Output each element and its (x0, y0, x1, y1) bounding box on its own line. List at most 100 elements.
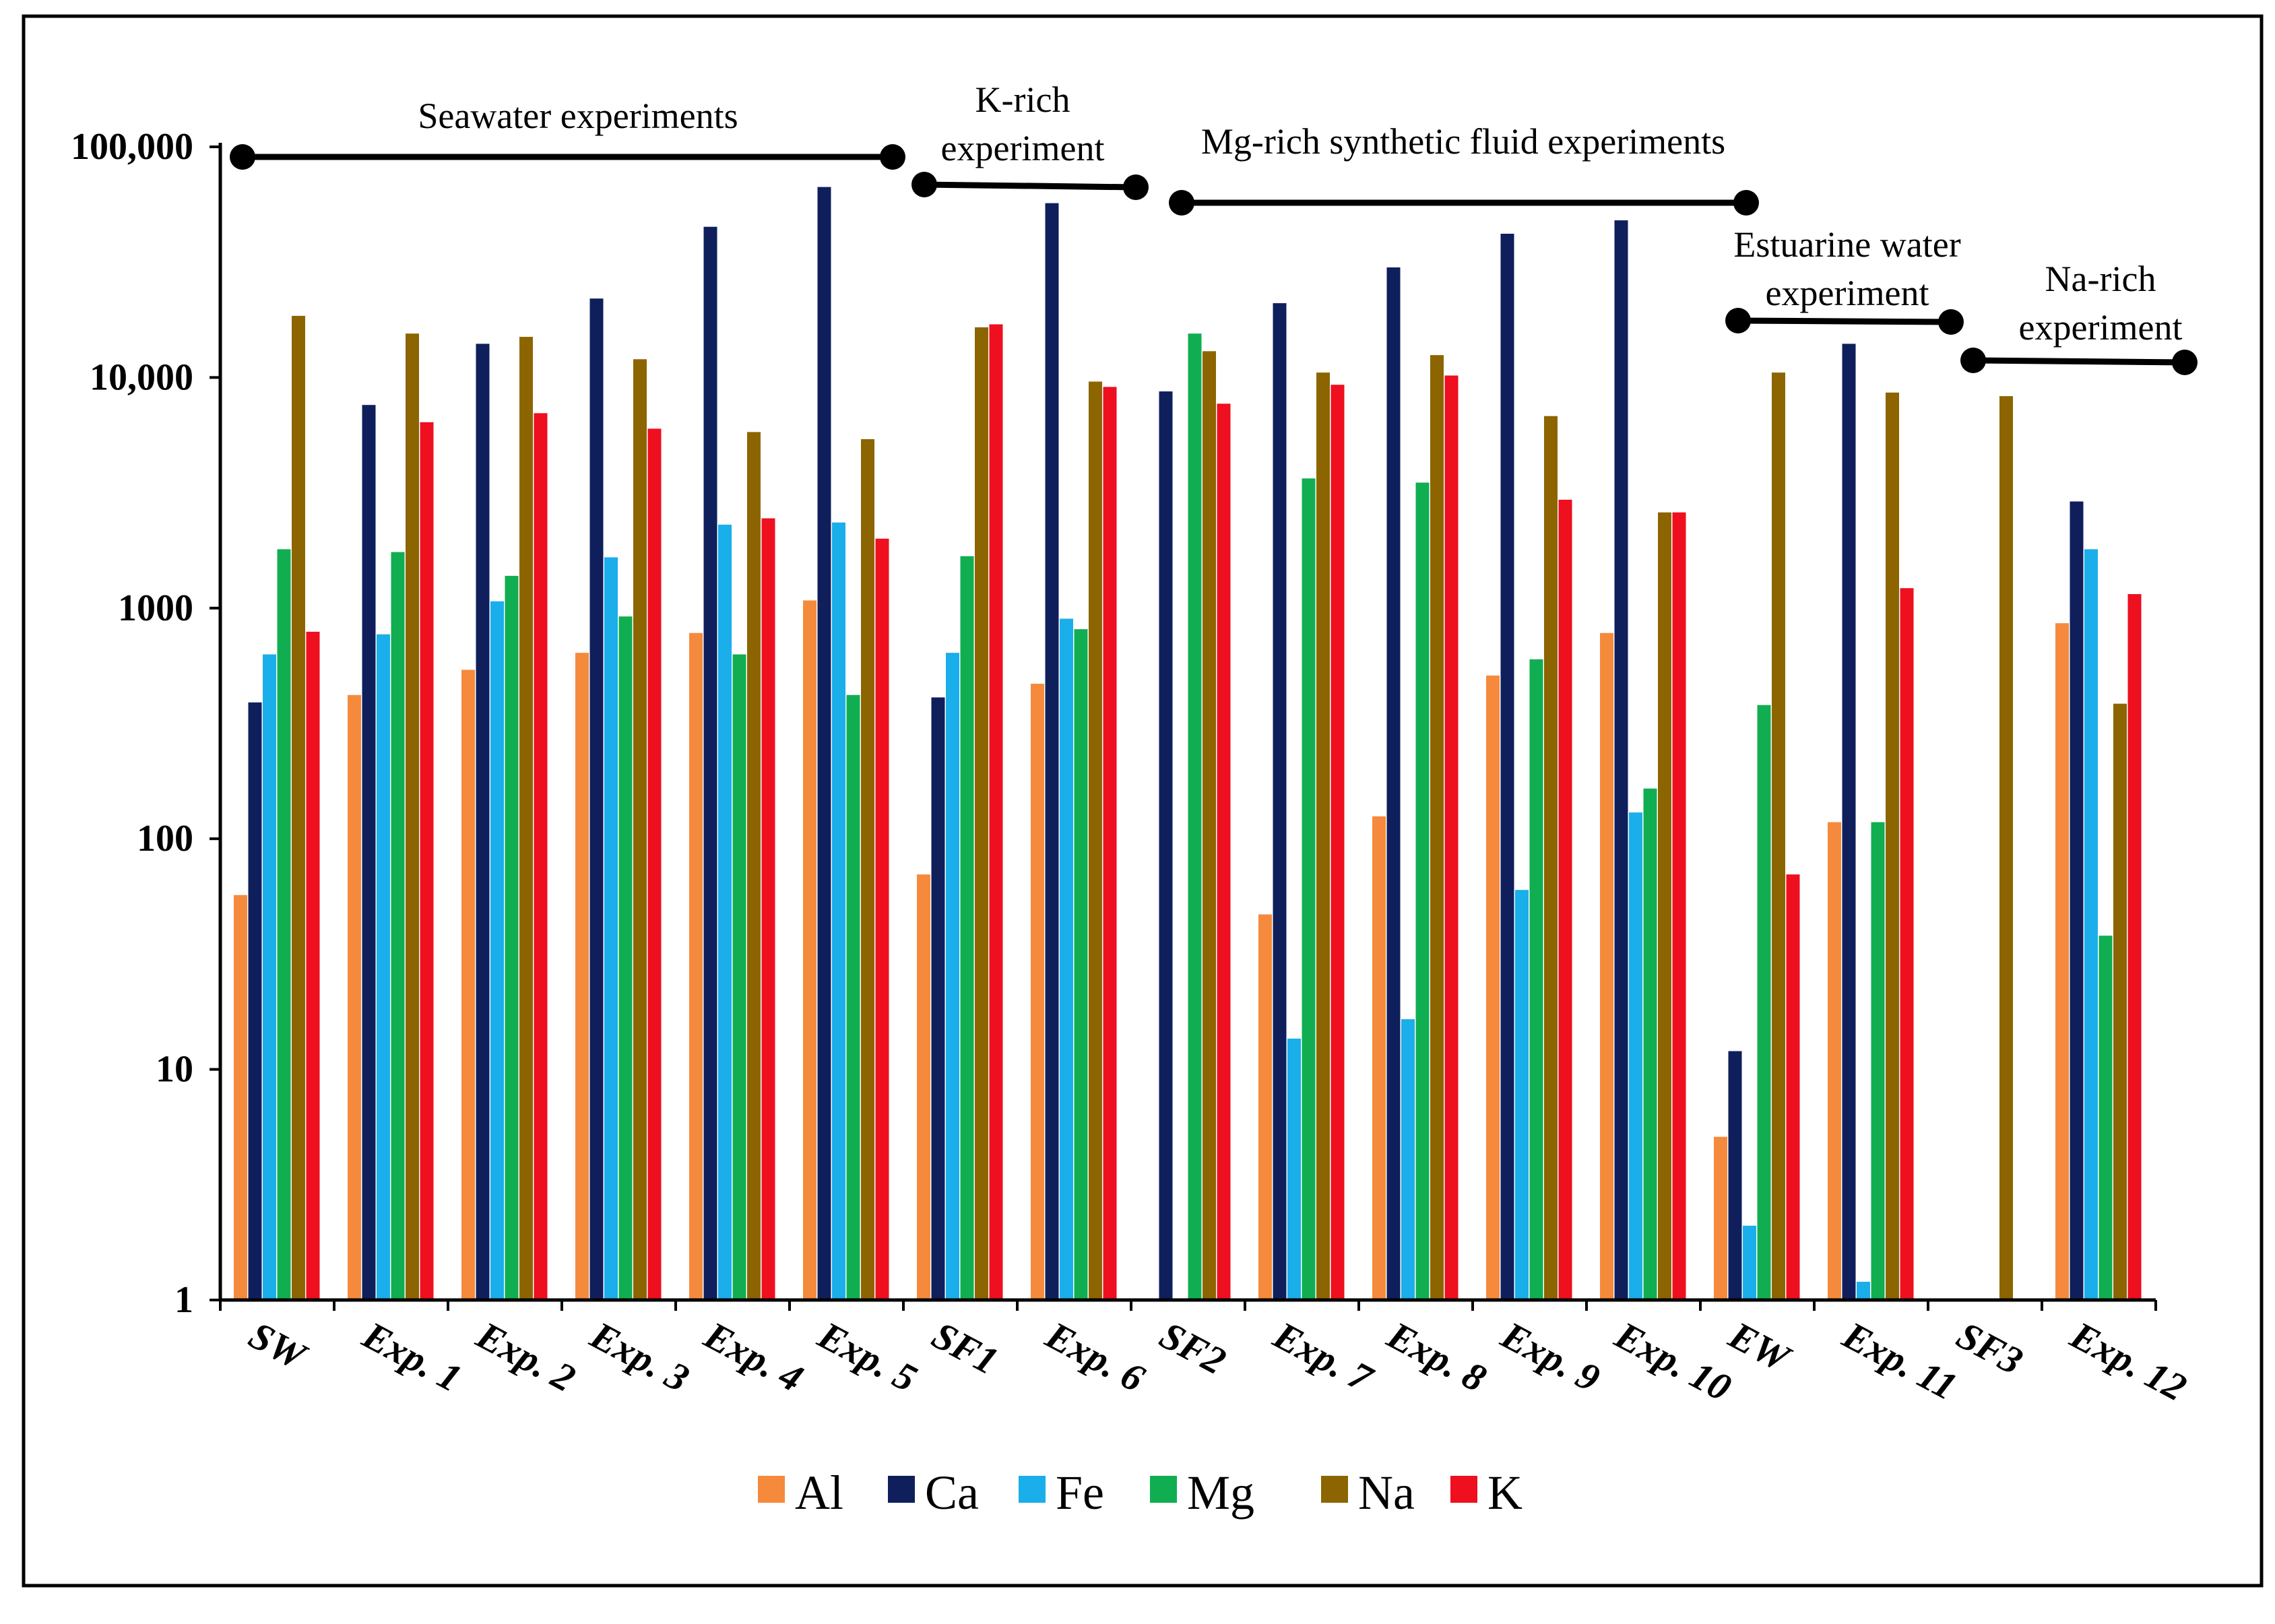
group-label: Mg-rich synthetic fluid experiments (1201, 121, 1725, 162)
legend-swatch-fe (1019, 1476, 1046, 1503)
bar-na-sw (292, 315, 305, 1300)
bar-al-exp9 (1486, 675, 1500, 1300)
bar-al-sw (234, 895, 247, 1300)
y-tick-label: 100 (137, 818, 193, 859)
bar-fe-ew (1743, 1225, 1756, 1300)
group-bracket-endpoint (1169, 190, 1194, 216)
x-tick-label: Exp. 11 (1836, 1313, 1964, 1409)
bar-mg-exp6 (1074, 629, 1088, 1300)
bar-na-exp11 (1886, 392, 1899, 1300)
group-bracket-line (921, 181, 1139, 191)
bar-al-exp4 (689, 632, 703, 1300)
group-label: experiment (2019, 307, 2183, 348)
legend-swatch-k (1450, 1476, 1477, 1503)
bar-k-exp9 (1558, 499, 1572, 1300)
bar-mg-exp11 (1871, 822, 1885, 1300)
bar-fe-exp12 (2084, 549, 2098, 1300)
bar-k-sf2 (1217, 403, 1231, 1300)
group-bracket-line (1970, 357, 2188, 366)
bar-k-exp5 (875, 538, 889, 1301)
bar-ca-sf1 (931, 697, 945, 1300)
bar-na-sf3 (1999, 396, 2013, 1300)
bar-fe-exp9 (1515, 890, 1529, 1300)
bar-mg-exp7 (1302, 478, 1316, 1300)
bar-na-exp3 (633, 359, 647, 1300)
bar-na-exp10 (1658, 512, 1671, 1301)
bar-ca-exp12 (2070, 501, 2084, 1300)
bar-k-exp4 (761, 518, 775, 1300)
bar-al-exp3 (575, 653, 589, 1300)
legend-label-al: Al (795, 1466, 843, 1520)
group-bracket-endpoint (1123, 174, 1149, 200)
bar-al-exp1 (348, 694, 361, 1300)
bar-al-sf1 (917, 874, 930, 1300)
bar-al-exp8 (1372, 816, 1386, 1300)
bar-ca-exp2 (476, 344, 490, 1300)
bar-fe-exp4 (718, 524, 732, 1300)
bar-al-exp6 (1031, 684, 1044, 1300)
legend-swatch-na (1321, 1476, 1348, 1503)
bar-k-sw (306, 631, 320, 1300)
bar-na-exp12 (2113, 703, 2127, 1300)
group-brackets: Seawater experiments K-rich experiment Mg-r… (230, 79, 2198, 375)
bar-ca-exp7 (1273, 303, 1287, 1301)
bar-mg-exp2 (505, 575, 519, 1300)
bar-al-exp12 (2055, 623, 2069, 1300)
bar-ca-exp5 (817, 187, 831, 1301)
bar-al-exp7 (1258, 914, 1272, 1300)
legend-label-k: K (1487, 1466, 1523, 1520)
group-bracket-endpoint (880, 144, 905, 170)
chart-frame (22, 14, 2264, 1588)
bar-fe-exp10 (1629, 812, 1642, 1300)
legend-label-mg: Mg (1187, 1466, 1254, 1520)
bar-al-exp11 (1828, 822, 1841, 1300)
y-tick-label: 100,000 (71, 126, 193, 168)
x-tick-label: SW (242, 1313, 315, 1379)
bar-na-exp5 (861, 439, 874, 1300)
bar-mg-ew (1757, 705, 1771, 1300)
group-bracket-line (1735, 317, 1954, 325)
bar-ca-exp9 (1500, 234, 1514, 1300)
bar-k-ew (1786, 874, 1800, 1300)
x-tick-label: Exp. 3 (583, 1313, 697, 1400)
group-label: experiment (941, 128, 1105, 168)
group-label: Na-rich (2045, 259, 2156, 299)
legend: Al Ca Fe Mg Na K (758, 1466, 1523, 1520)
bar-fe-exp7 (1287, 1038, 1301, 1300)
group-bracket-endpoint (2172, 350, 2198, 375)
bar-ca-exp4 (703, 226, 717, 1301)
group-label: K-rich (975, 79, 1070, 120)
bar-mg-sf2 (1188, 333, 1202, 1301)
bar-na-exp8 (1430, 355, 1444, 1301)
bar-fe-exp2 (490, 601, 504, 1301)
group-bracket-endpoint (1733, 190, 1759, 216)
bar-na-exp1 (406, 333, 419, 1301)
bar-k-exp10 (1672, 512, 1686, 1301)
bar-fe-sf1 (946, 653, 959, 1300)
bar-fe-exp6 (1060, 618, 1073, 1300)
bar-ca-exp10 (1614, 220, 1628, 1301)
x-tick-label: Exp. 6 (1039, 1313, 1152, 1400)
bar-k-sf1 (989, 324, 1003, 1300)
x-tick-label: Exp. 7 (1267, 1313, 1381, 1401)
legend-swatch-mg (1150, 1476, 1177, 1503)
bar-mg-exp3 (618, 616, 633, 1300)
legend-label-na: Na (1358, 1466, 1415, 1520)
group-bracket-endpoint (911, 172, 937, 197)
legend-swatch-ca (888, 1476, 915, 1503)
x-tick-label: Exp. 1 (356, 1313, 469, 1400)
bar-mg-exp8 (1415, 482, 1430, 1300)
bar-mg-exp9 (1529, 659, 1543, 1300)
bar-mg-exp5 (846, 694, 860, 1300)
bar-k-exp6 (1103, 387, 1117, 1300)
bar-k-exp8 (1444, 375, 1459, 1300)
bar-k-exp3 (647, 428, 662, 1300)
bar-na-sf1 (975, 327, 988, 1300)
bar-ca-exp3 (589, 298, 604, 1301)
bar-mg-exp4 (732, 654, 746, 1300)
bar-k-exp7 (1331, 385, 1345, 1301)
group-bracket-endpoint (1960, 348, 1986, 373)
bar-ca-exp6 (1045, 203, 1059, 1301)
bar-ca-sw (248, 702, 262, 1300)
bar-na-sf2 (1203, 351, 1216, 1300)
